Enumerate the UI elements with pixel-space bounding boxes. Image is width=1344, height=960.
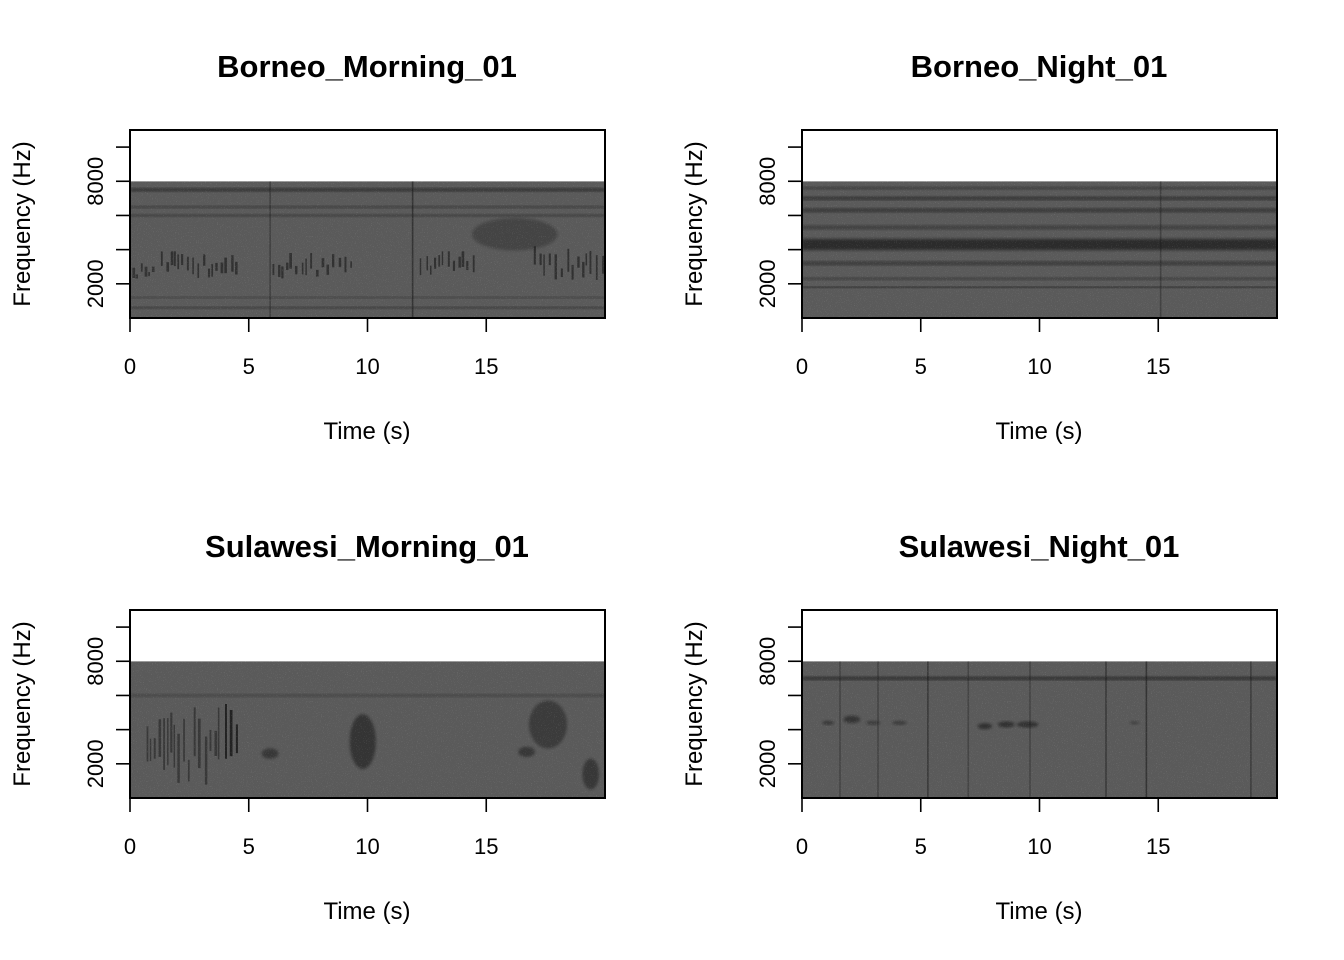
x-tick-label: 5	[243, 354, 255, 379]
x-tick-label: 10	[355, 834, 379, 859]
y-axis: 2000 8000	[83, 626, 130, 788]
spectrogram-image	[130, 181, 605, 318]
x-tick-label: 15	[474, 354, 498, 379]
x-axis-label: Time (s)	[995, 898, 1082, 925]
panel-title: Borneo_Morning_01	[217, 49, 517, 84]
x-axis-label: Time (s)	[995, 418, 1082, 445]
y-axis: 2000 8000	[83, 146, 130, 308]
panel-borneo-night: Borneo_Night_01 2000 8000 0 5 10 15 Time (s)…	[681, 49, 1278, 445]
y-axis-label: Frequency (Hz)	[681, 141, 708, 306]
x-axis: 0 5 10 15	[124, 317, 498, 379]
y-tick-label: 2000	[83, 259, 108, 308]
x-tick-label: 5	[915, 834, 927, 859]
spectrogram-image	[130, 661, 605, 798]
x-axis: 0 5 10 15	[796, 317, 1170, 379]
panel-sulawesi-morning: Sulawesi_Morning_01 2000 8000 0 5 10 15 Time…	[9, 529, 606, 925]
x-tick-label: 0	[124, 834, 136, 859]
y-axis: 2000 8000	[755, 146, 802, 308]
x-tick-label: 15	[1146, 354, 1170, 379]
noise-texture	[130, 661, 605, 798]
y-axis-label: Frequency (Hz)	[681, 621, 708, 786]
panel-borneo-morning: Borneo_Morning_01 2000 8000 0 5 10 15 Time (…	[9, 49, 606, 445]
y-axis-label: Frequency (Hz)	[9, 141, 36, 306]
noise-texture	[130, 181, 605, 318]
panel-title: Sulawesi_Night_01	[899, 529, 1180, 564]
noise-texture	[802, 181, 1277, 318]
x-tick-label: 5	[243, 834, 255, 859]
y-tick-label: 2000	[83, 739, 108, 788]
y-tick-label: 8000	[755, 637, 780, 686]
y-tick-label: 8000	[83, 157, 108, 206]
x-tick-label: 10	[355, 354, 379, 379]
spectrogram-image	[802, 661, 1277, 798]
x-tick-label: 0	[124, 354, 136, 379]
panel-title: Sulawesi_Morning_01	[205, 529, 529, 564]
y-tick-label: 8000	[83, 637, 108, 686]
panel-sulawesi-night: Sulawesi_Night_01 2000 8000 0 5 10 15 Time (…	[681, 529, 1278, 925]
y-axis: 2000 8000	[755, 626, 802, 788]
x-tick-label: 0	[796, 354, 808, 379]
y-tick-label: 2000	[755, 259, 780, 308]
x-axis: 0 5 10 15	[796, 797, 1170, 859]
x-tick-label: 10	[1027, 834, 1051, 859]
x-tick-label: 10	[1027, 354, 1051, 379]
x-axis-label: Time (s)	[323, 898, 410, 925]
panel-title: Borneo_Night_01	[911, 49, 1168, 84]
spectrogram-image	[802, 181, 1277, 318]
noise-texture	[802, 661, 1277, 798]
x-tick-label: 15	[474, 834, 498, 859]
x-tick-label: 5	[915, 354, 927, 379]
x-tick-label: 15	[1146, 834, 1170, 859]
x-tick-label: 0	[796, 834, 808, 859]
x-axis-label: Time (s)	[323, 418, 410, 445]
y-tick-label: 2000	[755, 739, 780, 788]
y-axis-label: Frequency (Hz)	[9, 621, 36, 786]
y-tick-label: 8000	[755, 157, 780, 206]
x-axis: 0 5 10 15	[124, 797, 498, 859]
